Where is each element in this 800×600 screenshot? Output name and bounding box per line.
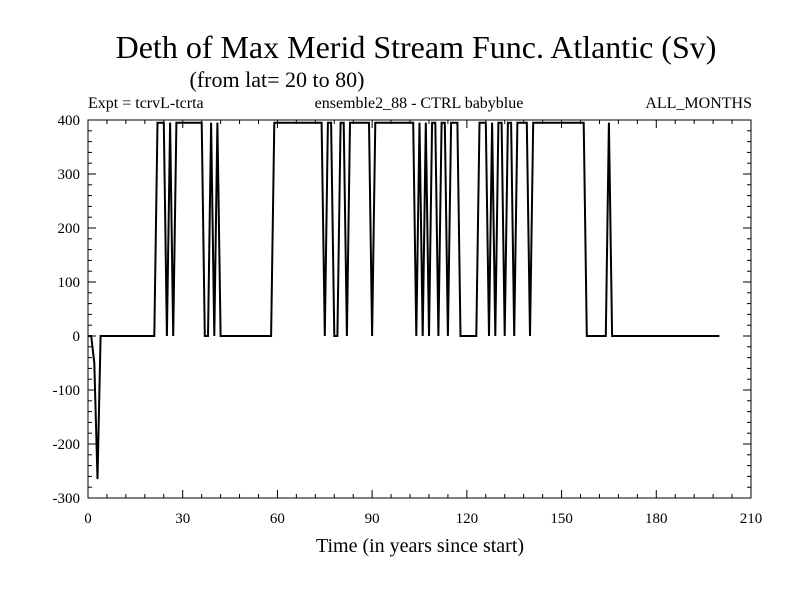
x-tick-label: 120 xyxy=(456,511,479,527)
plot-frame xyxy=(87,119,752,499)
y-tick-label: -200 xyxy=(53,437,81,453)
x-axis-label: Time (in years since start) xyxy=(316,535,524,557)
x-tick-label: 30 xyxy=(175,511,190,527)
expt-label: Expt = tcrvL-tcrta xyxy=(88,95,204,112)
x-tick-label: 60 xyxy=(270,511,285,527)
y-tick-label: 0 xyxy=(73,329,81,345)
chart-subtitle: (from lat= 20 to 80) xyxy=(190,67,365,92)
x-tick-label: 90 xyxy=(365,511,380,527)
y-tick-label: 400 xyxy=(58,113,81,129)
axis-tick-labels: 0 30 60 90 120 150 180 210 400 300 200 100 0 -100 -200… xyxy=(53,113,763,527)
series-line xyxy=(88,121,720,480)
ensemble-label: ensemble2_88 - CTRL babyblue xyxy=(315,95,524,112)
y-tick-label: -300 xyxy=(53,491,81,507)
y-tick-label: 200 xyxy=(58,221,81,237)
x-tick-label: 0 xyxy=(84,511,92,527)
chart-title: Deth of Max Merid Stream Func. Atlantic … xyxy=(116,29,717,65)
y-tick-label: 300 xyxy=(58,167,81,183)
x-tick-label: 210 xyxy=(740,511,763,527)
x-tick-label: 150 xyxy=(550,511,573,527)
x-tick-label: 180 xyxy=(645,511,668,527)
y-tick-label: 100 xyxy=(58,275,81,291)
y-tick-label: -100 xyxy=(53,383,81,399)
months-label: ALL_MONTHS xyxy=(645,95,752,112)
axis-ticks xyxy=(87,119,752,499)
